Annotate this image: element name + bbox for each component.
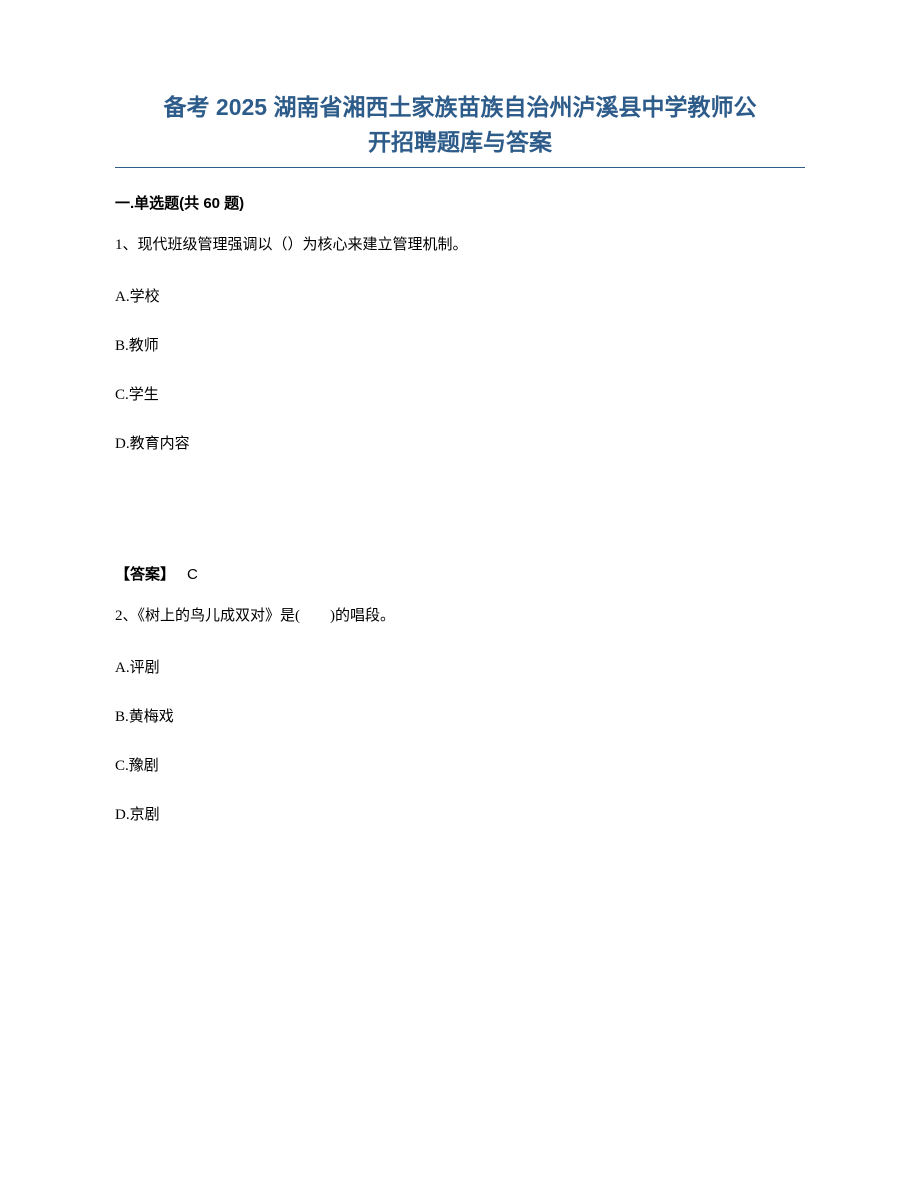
question-2-option-d: D.京剧 <box>115 803 805 824</box>
question-1-option-a: A.学校 <box>115 285 805 306</box>
title-line-1: 备考 2025 湖南省湘西土家族苗族自治州泸溪县中学教师公 <box>115 90 805 125</box>
answer-value: C <box>187 566 198 583</box>
question-2-option-c: C.豫剧 <box>115 754 805 775</box>
question-1: 1、现代班级管理强调以（）为核心来建立管理机制。 <box>115 233 805 257</box>
title-line-2: 开招聘题库与答案 <box>115 125 805 160</box>
document-title: 备考 2025 湖南省湘西土家族苗族自治州泸溪县中学教师公 开招聘题库与答案 <box>115 90 805 159</box>
question-1-option-d: D.教育内容 <box>115 432 805 453</box>
question-1-option-b: B.教师 <box>115 334 805 355</box>
question-1-number: 1、 <box>115 237 138 253</box>
question-2-text: 《树上的鸟儿成双对》是( )的唱段。 <box>138 608 396 624</box>
title-underline <box>115 167 805 168</box>
section-header: 一.单选题(共 60 题) <box>115 192 805 213</box>
question-2-option-b: B.黄梅戏 <box>115 705 805 726</box>
question-2-number: 2、 <box>115 608 138 624</box>
question-2-option-a: A.评剧 <box>115 656 805 677</box>
answer-label: 【答案】 <box>115 566 175 583</box>
question-2: 2、《树上的鸟儿成双对》是( )的唱段。 <box>115 604 805 628</box>
question-1-text: 现代班级管理强调以（）为核心来建立管理机制。 <box>138 237 468 253</box>
question-1-answer: 【答案】 C <box>115 563 805 584</box>
question-1-option-c: C.学生 <box>115 383 805 404</box>
